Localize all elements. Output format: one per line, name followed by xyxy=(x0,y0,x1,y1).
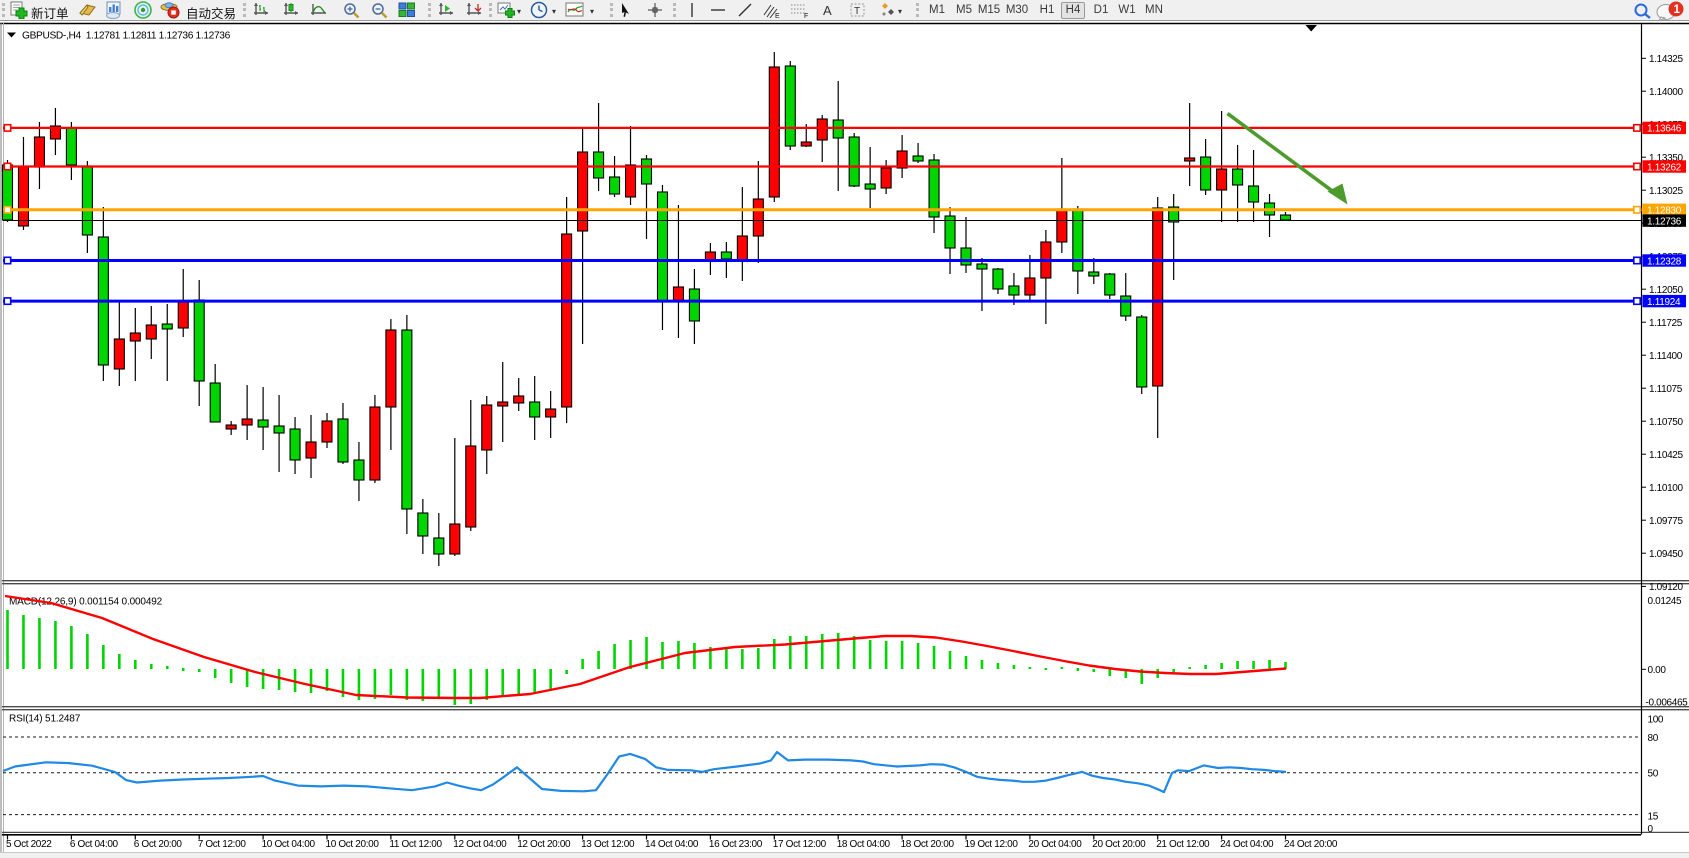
svg-text:15: 15 xyxy=(1648,812,1659,823)
svg-text:18 Oct 20:00: 18 Oct 20:00 xyxy=(901,839,955,850)
svg-text:F: F xyxy=(804,13,808,19)
svg-text:14 Oct 04:00: 14 Oct 04:00 xyxy=(645,839,699,850)
svg-text:13 Oct 12:00: 13 Oct 12:00 xyxy=(581,839,635,850)
svg-text:80: 80 xyxy=(1648,733,1659,744)
svg-text:0: 0 xyxy=(1648,824,1654,835)
svg-text:20 Oct 04:00: 20 Oct 04:00 xyxy=(1028,839,1082,850)
svg-text:1.13350: 1.13350 xyxy=(1649,153,1683,164)
svg-text:1.09120: 1.09120 xyxy=(1649,582,1683,593)
svg-text:1.10100: 1.10100 xyxy=(1649,483,1683,494)
svg-text:1.10750: 1.10750 xyxy=(1649,417,1683,428)
svg-text:10 Oct 20:00: 10 Oct 20:00 xyxy=(326,839,380,850)
svg-text:T: T xyxy=(854,6,860,17)
svg-text:10 Oct 04:00: 10 Oct 04:00 xyxy=(262,839,316,850)
svg-text:1.13262: 1.13262 xyxy=(1647,162,1682,173)
svg-text:GBPUSD-,H4 1.12781 1.12811 1.: GBPUSD-,H4 1.12781 1.12811 1.12736 1.127… xyxy=(22,31,231,42)
svg-text:E: E xyxy=(775,13,780,19)
svg-text:100: 100 xyxy=(1648,715,1664,726)
svg-text:16 Oct 23:00: 16 Oct 23:00 xyxy=(709,839,763,850)
svg-text:20 Oct 20:00: 20 Oct 20:00 xyxy=(1092,839,1146,850)
svg-text:5 Oct 2022: 5 Oct 2022 xyxy=(6,839,52,850)
svg-text:0.01245: 0.01245 xyxy=(1648,596,1682,607)
svg-text:1: 1 xyxy=(1674,4,1681,16)
svg-text:6 Oct 04:00: 6 Oct 04:00 xyxy=(70,839,119,850)
svg-text:6 Oct 20:00: 6 Oct 20:00 xyxy=(134,839,183,850)
svg-text:1.12328: 1.12328 xyxy=(1647,256,1682,267)
svg-text:1.14325: 1.14325 xyxy=(1649,54,1683,65)
svg-text:-0.006465: -0.006465 xyxy=(1646,698,1689,709)
svg-text:24 Oct 20:00: 24 Oct 20:00 xyxy=(1284,839,1338,850)
svg-text:1.13025: 1.13025 xyxy=(1649,186,1683,197)
svg-text:12 Oct 20:00: 12 Oct 20:00 xyxy=(517,839,571,850)
svg-text:MACD(12,26,9) 0.001154 0.00049: MACD(12,26,9) 0.001154 0.000492 xyxy=(9,597,163,608)
svg-text:7 Oct 12:00: 7 Oct 12:00 xyxy=(198,839,247,850)
svg-text:1.11075: 1.11075 xyxy=(1649,384,1683,395)
svg-text:1.14000: 1.14000 xyxy=(1649,87,1683,98)
svg-text:1.11725: 1.11725 xyxy=(1649,318,1683,329)
svg-text:1.12736: 1.12736 xyxy=(1647,216,1682,227)
svg-text:1.12050: 1.12050 xyxy=(1649,285,1683,296)
svg-text:50: 50 xyxy=(1648,769,1659,780)
svg-text:1.13646: 1.13646 xyxy=(1647,124,1682,135)
svg-text:12 Oct 04:00: 12 Oct 04:00 xyxy=(453,839,507,850)
svg-text:RSI(14) 51.2487: RSI(14) 51.2487 xyxy=(9,714,81,725)
svg-text:0.00: 0.00 xyxy=(1648,665,1667,676)
svg-text:17 Oct 12:00: 17 Oct 12:00 xyxy=(773,839,827,850)
svg-text:19 Oct 12:00: 19 Oct 12:00 xyxy=(965,839,1019,850)
svg-text:21 Oct 12:00: 21 Oct 12:00 xyxy=(1156,839,1210,850)
svg-text:24 Oct 04:00: 24 Oct 04:00 xyxy=(1220,839,1274,850)
svg-text:1.11400: 1.11400 xyxy=(1649,351,1683,362)
svg-text:1.11924: 1.11924 xyxy=(1647,297,1681,308)
svg-text:1.10425: 1.10425 xyxy=(1649,450,1683,461)
svg-text:1.09775: 1.09775 xyxy=(1649,516,1683,527)
svg-text:11 Oct 12:00: 11 Oct 12:00 xyxy=(389,839,442,850)
svg-text:1.09450: 1.09450 xyxy=(1649,549,1683,560)
svg-text:1.12830: 1.12830 xyxy=(1647,206,1682,217)
svg-text:18 Oct 04:00: 18 Oct 04:00 xyxy=(837,839,891,850)
